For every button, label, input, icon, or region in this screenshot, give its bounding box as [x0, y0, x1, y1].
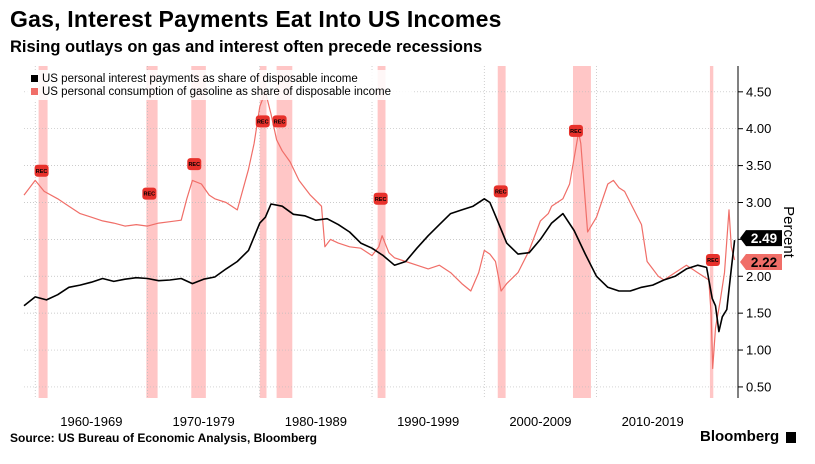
y-tick-label: 4.50: [746, 84, 771, 99]
legend-entry: US personal interest payments as share o…: [42, 73, 358, 85]
recession-marker-badge: [568, 124, 583, 137]
source-note: Source: US Bureau of Economic Analysis, …: [10, 431, 317, 445]
last-value-callout: 2.49: [740, 230, 782, 247]
recession-band: [709, 66, 714, 398]
recession-marker-badge: [255, 115, 270, 128]
recession-marker: REC: [34, 164, 49, 177]
line-chart: REC REC REC REC REC REC REC REC REC 0.50 1.00 1.50…: [23, 66, 797, 428]
recession-markers: REC REC REC REC REC REC REC REC REC: [34, 115, 720, 267]
y-tick-label: 3.00: [746, 195, 771, 210]
recession-marker: REC: [568, 124, 583, 137]
recession-marker-label: REC: [36, 169, 48, 175]
recession-marker-label: REC: [707, 258, 719, 264]
recession-marker: REC: [705, 254, 720, 267]
recession-band: [146, 66, 158, 398]
last-value-label: 2.22: [751, 255, 777, 270]
recession-band: [377, 66, 386, 398]
x-tick-label: 2000-2009: [509, 414, 571, 428]
recession-marker: REC: [142, 187, 157, 200]
legend: US personal interest payments as share o…: [27, 70, 412, 100]
y-tick-label: 3.50: [746, 158, 771, 173]
bloomberg-logo-icon: [786, 432, 796, 443]
y-axis-label: Percent: [780, 206, 797, 259]
x-tick-label: 1990-1999: [397, 414, 459, 428]
recession-bands: [38, 66, 714, 398]
x-tick-label: 1980-1989: [285, 414, 347, 428]
legend-swatch: [31, 75, 38, 82]
recession-marker-badge: [493, 185, 508, 198]
y-tick-label: 2.00: [746, 269, 771, 284]
interest-payments-line: [23, 198, 736, 333]
last-value-badge: [740, 230, 782, 247]
x-tick-label: 2010-2019: [622, 414, 684, 428]
recession-marker: REC: [373, 192, 388, 205]
recession-marker-badge: [142, 187, 157, 200]
recession-marker-label: REC: [495, 189, 507, 195]
recession-marker: REC: [187, 158, 202, 171]
x-tick-label: 1960-1969: [60, 414, 122, 428]
recession-band: [38, 66, 48, 398]
gasoline-consumption-line: [23, 91, 736, 370]
recession-marker-label: REC: [570, 129, 582, 135]
x-axis: 1960-1969 1970-1979 1980-1989 1990-1999 2000…: [60, 414, 683, 428]
last-value-callout: 2.22: [740, 254, 782, 271]
recession-marker-label: REC: [144, 192, 156, 198]
recession-marker-label: REC: [375, 197, 387, 203]
recession-band: [276, 66, 293, 398]
y-tick-label: 1.00: [746, 343, 771, 358]
recession-marker-label: REC: [257, 119, 269, 125]
recession-marker-badge: [272, 115, 287, 128]
recession-band: [191, 66, 206, 398]
series-lines: [23, 91, 736, 370]
recession-marker: REC: [493, 185, 508, 198]
y-tick-label: 1.50: [746, 306, 771, 321]
recession-marker-badge: [373, 192, 388, 205]
legend-swatch: [31, 88, 38, 95]
chart-title: Gas, Interest Payments Eat Into US Incom…: [10, 6, 502, 32]
last-value-labels: 2.49 2.22: [740, 230, 782, 271]
recession-marker: REC: [272, 115, 287, 128]
recession-marker-label: REC: [274, 119, 286, 125]
recession-marker-badge: [34, 164, 49, 177]
recession-marker-badge: [705, 254, 720, 267]
legend-background: [27, 70, 412, 100]
recession-band: [259, 66, 267, 398]
bloomberg-logo-text: Bloomberg: [700, 428, 780, 445]
recession-marker-badge: [187, 158, 202, 171]
recession-marker: REC: [255, 115, 270, 128]
y-tick-label: 4.00: [746, 121, 771, 136]
y-tick-label: 0.50: [746, 379, 771, 394]
last-value-label: 2.49: [751, 231, 777, 246]
chart-subtitle: Rising outlays on gas and interest often…: [10, 38, 483, 56]
recession-band: [572, 66, 591, 398]
recession-marker-label: REC: [188, 162, 200, 168]
last-value-badge: [740, 254, 782, 271]
x-tick-label: 1970-1979: [173, 414, 235, 428]
legend-entry: US personal consumption of gasoline as s…: [42, 86, 391, 98]
